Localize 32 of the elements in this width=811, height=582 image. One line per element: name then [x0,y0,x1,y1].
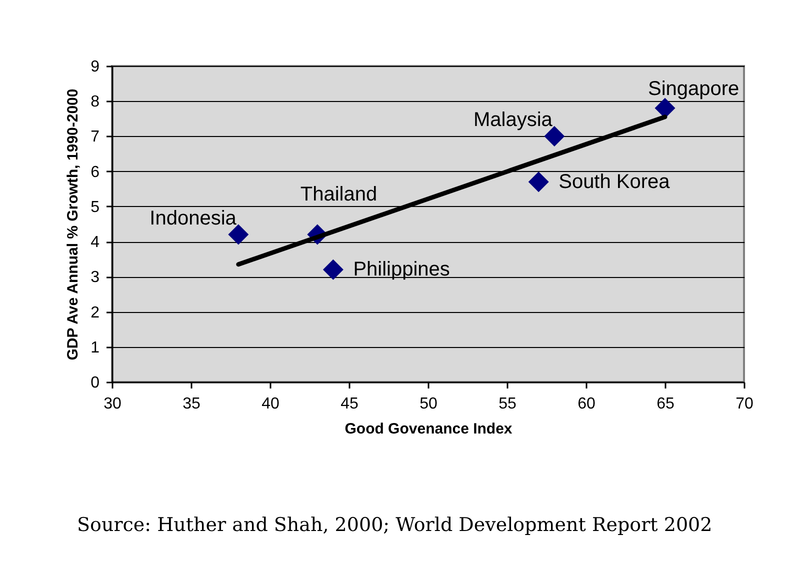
y-tick-label: 7 [90,128,100,146]
x-tick-label: 65 [656,396,674,412]
x-tick-label: 45 [340,396,358,412]
y-tick-label: 3 [90,269,100,286]
y-tick-label: 5 [90,198,100,216]
source-note: Source: Huther and Shah, 2000; World Development Report 2002 [77,514,712,536]
annotation: Singapore [648,78,740,100]
x-tick-label: 55 [498,396,516,412]
x-tick-label: 30 [104,396,122,412]
annotation: Indonesia [150,207,238,230]
annotation: Thailand [300,183,378,206]
y-tick-label: 0 [90,374,100,392]
x-tick-label: 70 [736,396,754,412]
y-axis-title: GDP Ave Annual % Growth, 1990-2000 [64,88,82,360]
y-tick-label: 4 [90,234,100,252]
point [322,259,344,280]
point [654,98,676,118]
annotation: Philippines [353,258,450,281]
x-tick-label: 35 [182,396,200,412]
annotation: South Korea [558,170,671,193]
x-tick-label: 60 [578,396,596,412]
y-tick-label: 2 [90,304,100,322]
y-tick-label: 6 [90,164,100,181]
y-tick-label: 1 [90,339,100,356]
x-tick-label: 40 [262,396,280,412]
x-axis-title: Good Govenance Index [344,420,513,438]
y-tick-label: 9 [90,58,100,76]
annotation: Malaysia [473,108,554,131]
x-tick-label: 50 [420,396,438,412]
point [228,224,249,245]
point [528,172,549,192]
y-tick-label: 8 [90,94,100,111]
